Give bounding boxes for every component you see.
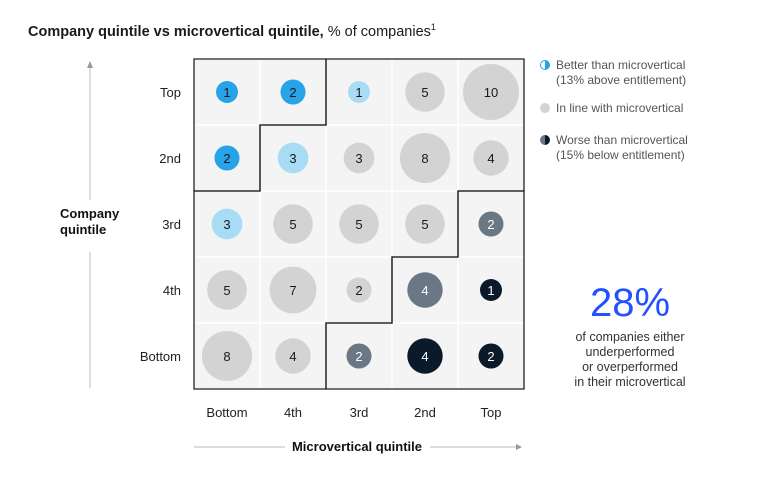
- grey-circle-icon: [540, 103, 550, 113]
- bubble: [343, 142, 375, 174]
- stat-value: 28%: [589, 281, 671, 325]
- bubble-label: 2: [487, 349, 494, 364]
- bubble-label: 2: [487, 217, 494, 232]
- y-axis-title: Company: [60, 206, 120, 221]
- x-axis-title: Microvertical quintile: [292, 439, 422, 454]
- bubble: [478, 211, 504, 237]
- bubble-label: 2: [289, 85, 296, 100]
- bubble: [405, 72, 445, 112]
- bubble-label: 4: [421, 349, 428, 364]
- x-tick-label: Bottom: [206, 405, 247, 420]
- bubble: [463, 64, 519, 120]
- bubble-label: 10: [484, 85, 498, 100]
- x-tick-label: Top: [481, 405, 502, 420]
- bubble: [480, 279, 502, 301]
- legend-inline: In line with microvertical: [540, 101, 683, 116]
- y-tick-label: 4th: [163, 283, 181, 298]
- bubble-label: 5: [355, 217, 362, 232]
- bubble-label: 3: [223, 217, 230, 232]
- bubble: [407, 272, 443, 308]
- stat-line: in their microvertical: [574, 375, 686, 389]
- legend-inline-label: In line with microvertical: [556, 101, 684, 115]
- y-axis-arrow-icon: [87, 61, 93, 68]
- bubble-label: 7: [289, 283, 296, 298]
- x-tick-label: 2nd: [414, 405, 436, 420]
- bubble-label: 2: [355, 283, 362, 298]
- bubble-label: 5: [421, 85, 428, 100]
- y-tick-label: Bottom: [140, 349, 181, 364]
- chart-title-bold: Company quintile vs microvertical quinti…: [28, 23, 324, 40]
- bubble: [201, 330, 253, 382]
- legend-better-label: Better than microvertical: [556, 58, 686, 72]
- bubble-label: 1: [487, 283, 494, 298]
- y-tick-label: 3rd: [162, 217, 181, 232]
- legend-worse-sub: (15% below entitlement): [556, 148, 685, 162]
- bubble: [207, 270, 247, 310]
- bubble-label: 8: [421, 151, 428, 166]
- stat-line: of companies either: [575, 330, 685, 344]
- bubble-label: 2: [355, 349, 362, 364]
- chart-title: Company quintile vs microvertical quinti…: [28, 22, 436, 40]
- bubble-label: 4: [289, 349, 296, 364]
- bubble: [275, 338, 311, 374]
- bubble: [211, 208, 243, 240]
- bubble-label: 1: [223, 85, 230, 100]
- bubble-label: 1: [355, 85, 362, 100]
- bubble: [346, 277, 372, 303]
- bubble: [339, 204, 379, 244]
- bubble: [346, 343, 372, 369]
- bubble-label: 2: [223, 151, 230, 166]
- bubble: [277, 142, 309, 174]
- bubble-label: 3: [355, 151, 362, 166]
- bubble-label: 3: [289, 151, 296, 166]
- legend-better-sub: (13% above entitlement): [556, 73, 687, 87]
- bubble-label: 5: [289, 217, 296, 232]
- bubble: [348, 81, 370, 103]
- bubble-label: 4: [421, 283, 428, 298]
- x-tick-label: 3rd: [350, 405, 369, 420]
- x-tick-label: 4th: [284, 405, 302, 420]
- bubble: [407, 338, 443, 374]
- legend-worse: Worse than microvertical (15% below enti…: [540, 133, 688, 163]
- bubble-label: 8: [223, 349, 230, 364]
- bubble: [214, 145, 240, 171]
- bubble: [478, 343, 504, 369]
- worse-region-border: [325, 190, 525, 390]
- bubble: [405, 204, 445, 244]
- bubble: [273, 204, 313, 244]
- y-tick-label: Top: [160, 85, 181, 100]
- y-tick-label: 2nd: [159, 151, 181, 166]
- bubble-label: 4: [487, 151, 494, 166]
- stat-text: of companies either underperformed or ov…: [555, 330, 705, 390]
- bubble-label: 5: [421, 217, 428, 232]
- legend-worse-label: Worse than microvertical: [556, 133, 688, 147]
- y-axis-title: quintile: [60, 222, 106, 237]
- stat-callout: 28% of companies either underperformed o…: [555, 280, 705, 390]
- stat-line: or overperformed: [582, 360, 678, 374]
- bubble: [399, 132, 451, 184]
- half-dark-circle-icon: [540, 135, 550, 145]
- chart-title-rest: % of companies: [323, 23, 431, 40]
- bubble: [280, 79, 306, 105]
- half-blue-circle-icon: [540, 60, 550, 70]
- title-footnote: 1: [430, 22, 436, 32]
- bubble: [216, 81, 238, 103]
- bubble-label: 5: [223, 283, 230, 298]
- legend-better: Better than microvertical (13% above ent…: [540, 58, 686, 88]
- bubble: [269, 266, 317, 314]
- stat-line: underperformed: [585, 345, 675, 359]
- bubble: [473, 140, 509, 176]
- x-axis-arrow-icon: [516, 444, 522, 450]
